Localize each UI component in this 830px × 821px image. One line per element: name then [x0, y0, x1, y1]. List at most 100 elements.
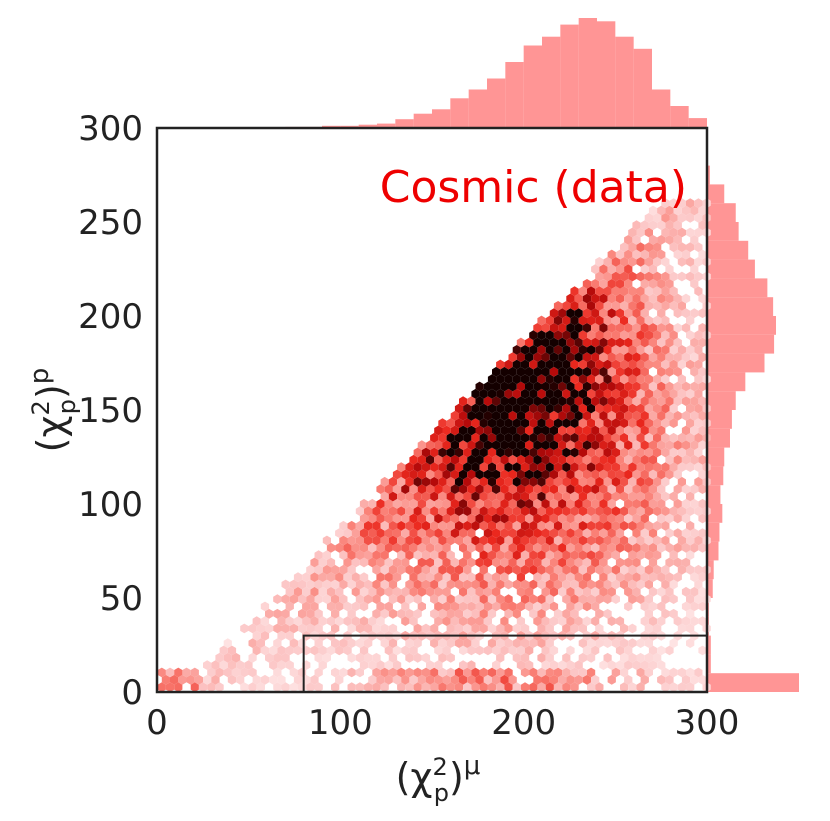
hexbin-cell [636, 418, 645, 428]
hexbin-cell [475, 381, 484, 392]
hexbin-cell [355, 667, 364, 678]
hexbin-cell [587, 535, 596, 546]
hexbin-cell [355, 594, 364, 604]
hexbin-cell [677, 447, 686, 458]
hexbin-cell [545, 594, 554, 604]
hexbin-cell [446, 447, 455, 458]
hexbin-cell [529, 579, 538, 590]
hexbin-cell [500, 498, 509, 509]
hexbin-cell [669, 608, 678, 619]
hexbin-cell [632, 498, 641, 509]
hexbin-cell [611, 374, 620, 385]
hexbin-cell [516, 352, 525, 363]
hexbin-cell [595, 388, 604, 399]
hexbin-cell [648, 279, 658, 289]
hexbin-cell [661, 564, 670, 575]
hexbin-cell [653, 271, 662, 282]
hexbin-cell [529, 535, 538, 546]
hexbin-cell [698, 410, 707, 421]
hexbin-cell [405, 550, 414, 560]
hexbin-cell [607, 293, 616, 304]
hexbin-cell [620, 286, 629, 297]
hexbin-cell [694, 506, 703, 516]
hexbin-cell [397, 462, 406, 472]
hexbin-cell [211, 660, 220, 670]
hexbin-cell [397, 564, 406, 575]
hexbin-cell [582, 425, 592, 436]
hexbin-cell [624, 440, 633, 450]
hexbin-cell [595, 315, 604, 326]
hexbin-cell [677, 432, 686, 443]
hexbin-cell [537, 535, 546, 546]
hexbin-cell [644, 227, 653, 238]
hexbin-cell [595, 330, 604, 341]
hexbin-cell [520, 667, 530, 678]
hexbin-cell [520, 623, 530, 634]
hexbin-cell [628, 447, 637, 458]
hexbin-cell [681, 557, 691, 568]
hexbin-cell [442, 572, 451, 582]
hexbin-cell [595, 550, 604, 560]
hexbin-cell [471, 535, 480, 546]
hexbin-cell [648, 410, 658, 421]
hexbin-cell [653, 242, 662, 253]
hexbin-cell [430, 447, 439, 458]
hexbin-cell [570, 432, 579, 443]
marginal-y-bar [707, 203, 736, 222]
hexbin-cell [471, 608, 480, 619]
hexbin-cell [657, 205, 666, 216]
hexbin-cell [681, 396, 691, 407]
hexbin-cell [475, 601, 484, 612]
hexbin-cell [615, 293, 625, 304]
hexbin-cell [549, 660, 559, 670]
hexbin-cell [421, 535, 431, 546]
hexbin-cell [574, 484, 583, 494]
hexbin-cell [611, 359, 620, 370]
hexbin-cell [372, 682, 381, 692]
hexbin-cell [690, 264, 699, 275]
hexbin-cell [318, 572, 327, 582]
hexbin-cell [298, 623, 307, 634]
hexbin-cell [644, 359, 653, 370]
hexbin-cell [640, 381, 649, 392]
hexbin-cell [611, 271, 620, 282]
hexbin-cell [426, 542, 435, 553]
x-axis-label-sup: 2 [432, 753, 447, 781]
hexbin-cell [318, 660, 327, 670]
hexbin-cell [384, 542, 393, 553]
hexbin-cell [566, 572, 575, 582]
hexbin-cell [310, 557, 319, 568]
hexbin-cell [421, 550, 431, 560]
hexbin-cell [376, 674, 385, 685]
hexbin-cell [347, 535, 356, 546]
hexbin-cell [591, 484, 600, 494]
hexbin-cell [331, 564, 340, 575]
hexbin-cell [582, 279, 592, 289]
hexbin-cell [314, 667, 323, 678]
hexbin-cell [475, 542, 484, 553]
hexbin-cell [512, 623, 521, 634]
hexbin-cell [607, 264, 616, 275]
hexbin-cell [661, 491, 670, 502]
hexbin-cell [454, 506, 464, 516]
hexbin-cell [454, 535, 464, 546]
hexbin-cell [215, 652, 224, 663]
hexbin-cell [570, 506, 579, 516]
hexbin-cell [628, 506, 637, 516]
hexbin-cell [665, 205, 674, 216]
hexbin-cell [310, 601, 319, 612]
hexbin-cell [512, 374, 521, 385]
hexbin-cell [595, 491, 604, 502]
hexbin-cell [487, 682, 497, 692]
hexbin-cell [636, 301, 645, 311]
hexbin-cell [496, 623, 505, 634]
hexbin-cell [496, 491, 505, 502]
hexbin-cell [322, 535, 331, 546]
hexbin-cell [599, 660, 608, 670]
hexbin-cell [496, 667, 505, 678]
hexbin-cell [483, 396, 492, 407]
hexbin-cell [537, 506, 546, 516]
hexbin-cell [446, 550, 455, 560]
hexbin-cell [615, 410, 625, 421]
hexbin-cell [339, 550, 348, 560]
